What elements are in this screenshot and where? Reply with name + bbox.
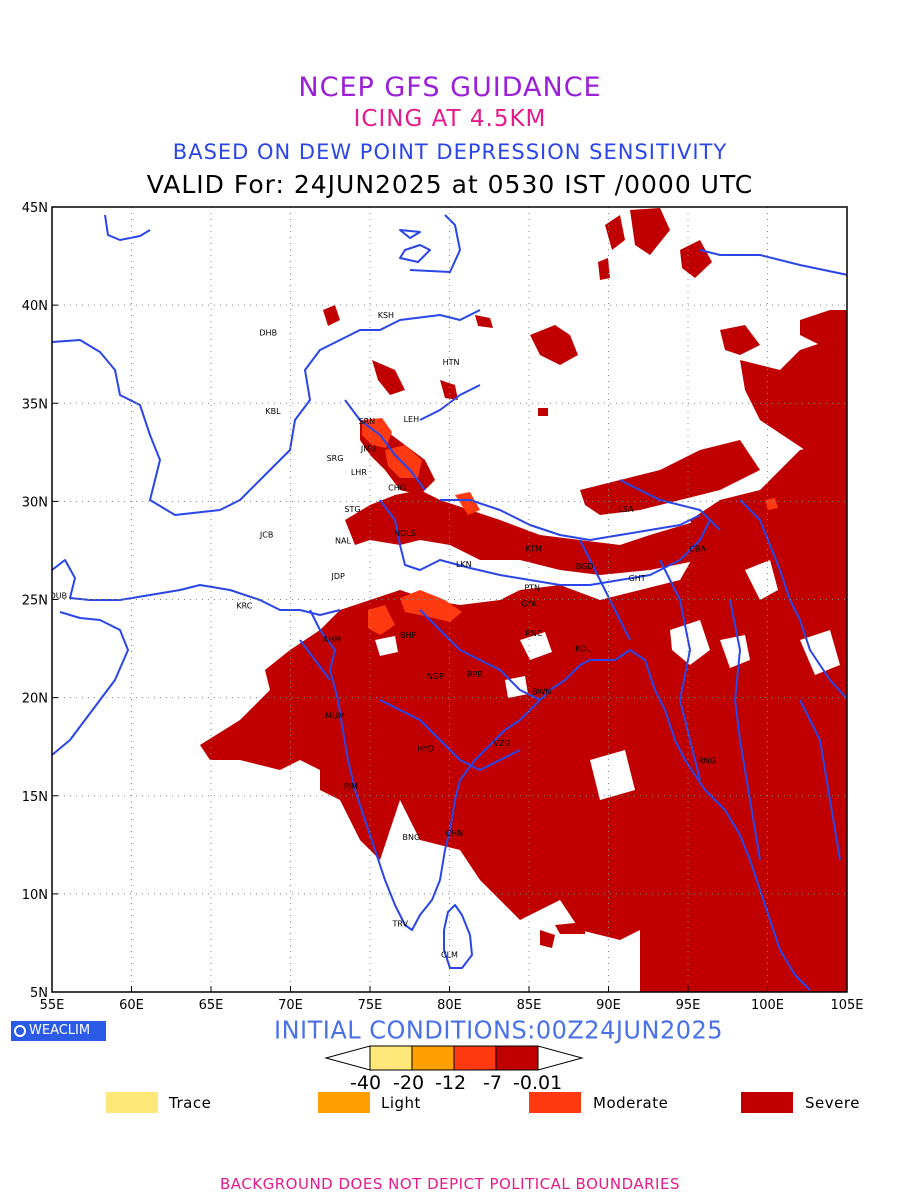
title-line-3: BASED ON DEW POINT DEPRESSION SENSITIVIT… [172, 140, 728, 164]
y-tick-label: 15N [22, 790, 48, 805]
x-tick-label: 105E [830, 998, 863, 1010]
title-line-2: ICING AT 4.5KM [353, 106, 547, 132]
city-label: GHT [629, 574, 646, 583]
city-label: STG [344, 505, 360, 514]
city-label: DHB [259, 329, 277, 338]
colorbar-severe [495, 1045, 539, 1071]
valid-time: VALID For: 24JUN2025 at 0530 IST /0000 U… [146, 170, 754, 199]
city-label: MUM [325, 711, 345, 720]
city-label: NGP [427, 672, 444, 681]
city-label: RNC [525, 629, 543, 638]
weaclim-logo: WEACLIM [11, 1021, 106, 1041]
city-label: TRV [391, 919, 408, 928]
lat-lon-grid [52, 207, 847, 992]
city-label: KBL [265, 407, 281, 416]
x-tick-label: 85E [517, 998, 542, 1010]
x-tick-label: 55E [40, 998, 65, 1010]
city-label: LHR [351, 468, 367, 477]
title-line-1: NCEP GFS GUIDANCE [298, 72, 602, 103]
x-tick-label: 75E [358, 998, 383, 1010]
city-label: CHG [388, 484, 406, 493]
city-label: SRN [359, 417, 376, 426]
city-label: LEH [404, 415, 420, 424]
city-label: JMU [360, 444, 376, 453]
city-label: RNG [698, 756, 716, 765]
y-tick-label: 25N [22, 594, 48, 609]
city-label: RPR [467, 670, 483, 679]
x-tick-label: 60E [119, 998, 144, 1010]
city-label: LSA [618, 505, 634, 514]
city-label: PTN [524, 584, 540, 593]
colorbar-tick: -0.01 [513, 1072, 563, 1094]
y-tick-label: 10N [22, 888, 48, 903]
city-label: HTN [443, 358, 460, 367]
colorbar-tick: -20 [393, 1072, 425, 1094]
legend-swatch-severe [741, 1092, 793, 1113]
legend-label-severe: Severe [805, 1094, 860, 1112]
colorbar-moderate [453, 1045, 497, 1071]
y-tick-label: 30N [22, 495, 48, 510]
icing-map: KSH DHB HTN KBL SRN LEH JMU SRG LHR CHG STG JCB NAL N… [22, 201, 864, 1010]
x-tick-label: 65E [199, 998, 224, 1010]
city-labels: KSH DHB HTN KBL SRN LEH JMU SRG LHR CHG STG JCB NAL N… [50, 311, 716, 960]
x-tick-label: 100E [751, 998, 784, 1010]
city-label: VZG [493, 739, 510, 748]
colorbar-trace [369, 1045, 413, 1071]
coastlines [52, 214, 847, 991]
city-label: HYD [417, 745, 434, 754]
y-tick-label: 40N [22, 299, 48, 314]
city-label: AHM [323, 635, 341, 644]
x-tick-label: 70E [278, 998, 303, 1010]
city-label: DUB [50, 592, 68, 601]
legend-label-moderate: Moderate [593, 1094, 669, 1112]
city-label: JCB [259, 531, 273, 540]
city-label: KTM [526, 544, 543, 553]
city-label: BNG [403, 833, 421, 842]
city-label: KOL [575, 645, 591, 654]
y-tick-label: 5N [30, 986, 48, 1001]
brand-label: WEACLIM [29, 1023, 91, 1038]
footnote: BACKGROUND DOES NOT DEPICT POLITICAL BOU… [220, 1175, 680, 1193]
city-label: SRG [327, 454, 344, 463]
x-tick-label: 80E [437, 998, 462, 1010]
city-label: NAL [335, 537, 351, 546]
initial-conditions: INITIAL CONDITIONS:00Z24JUN2025 [274, 1015, 724, 1045]
city-label: CHN [445, 829, 463, 838]
city-label: KRC [236, 601, 252, 610]
legend-label-trace: Trace [169, 1094, 212, 1112]
city-label: LKN [456, 560, 472, 569]
city-label: PJM [344, 782, 358, 791]
globe-icon [14, 1025, 26, 1037]
colorbar-tick: -7 [483, 1072, 502, 1094]
city-label: GYA [521, 599, 537, 608]
x-tick-label: 90E [596, 998, 621, 1010]
city-label: JDP [331, 572, 346, 581]
y-tick-label: 20N [22, 692, 48, 707]
legend-label-light: Light [381, 1094, 421, 1112]
city-label: CLM [441, 951, 458, 960]
legend-swatch-trace [106, 1092, 158, 1113]
x-tick-label: 95E [676, 998, 701, 1010]
y-tick-label: 35N [22, 397, 48, 412]
colorbar-light [411, 1045, 455, 1071]
city-label: NDLS [394, 529, 416, 538]
city-label: BWN [532, 688, 551, 697]
y-tick-label: 45N [22, 201, 48, 216]
colorbar-tick: -12 [435, 1072, 467, 1094]
city-label: KSH [378, 311, 394, 320]
legend-swatch-moderate [529, 1092, 581, 1113]
map-axes: 55E 60E 65E 70E 75E 80E 85E 90E 95E 100E 105E 45N 40… [22, 201, 864, 1010]
legend-swatch-light [318, 1092, 370, 1113]
city-label: BGD [576, 562, 594, 571]
city-label: CBA [689, 544, 706, 553]
city-label: BHP [400, 631, 417, 640]
colorbar-tick: -40 [350, 1072, 382, 1094]
